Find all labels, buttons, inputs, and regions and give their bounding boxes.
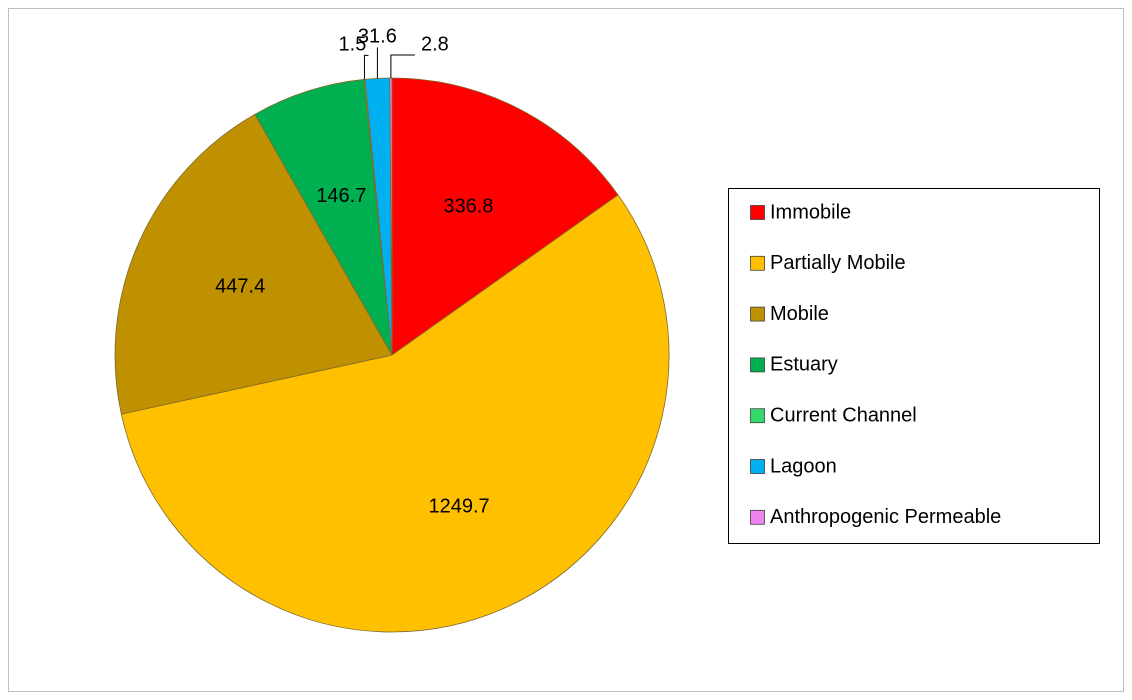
legend-swatch: [750, 459, 765, 474]
legend-swatch: [750, 357, 765, 373]
legend-swatch: [750, 255, 765, 271]
data-label: 1249.7: [429, 495, 490, 517]
legend-label: Mobile: [770, 303, 829, 325]
legend-label: Lagoon: [770, 455, 837, 477]
legend-box: [728, 188, 1100, 544]
data-label: 447.4: [215, 276, 265, 298]
legend: Immobile Partially Mobile Mobile Estuary Cur…: [728, 188, 1100, 544]
data-label: 2.8: [421, 33, 449, 55]
legend-label: Anthropogenic Permeable: [770, 506, 1001, 528]
legend-label: Estuary: [770, 354, 838, 376]
data-label: 1.5: [339, 34, 367, 56]
pie-slice: [114, 113, 393, 415]
legend-label: Current Channel: [770, 404, 917, 426]
pie: 336.8 1249.7 447.4 146.7 1.531.6 2.8: [114, 26, 670, 633]
leader-line: [363, 54, 369, 80]
data-label: 146.7: [316, 185, 366, 207]
data-label: 31.6: [358, 26, 397, 48]
pie-slice: [391, 77, 619, 356]
legend-swatch: [750, 205, 765, 220]
data-label: 336.8: [443, 196, 493, 218]
pie-slice: [254, 78, 393, 356]
legend-swatch: [750, 509, 765, 525]
legend-swatch: [750, 408, 765, 424]
legend-label: Partially Mobile: [770, 252, 906, 274]
pie-slice: [120, 194, 670, 633]
leader-line: [390, 54, 415, 79]
legend-label: Immobile: [770, 201, 851, 223]
legend-swatch: [750, 306, 765, 322]
